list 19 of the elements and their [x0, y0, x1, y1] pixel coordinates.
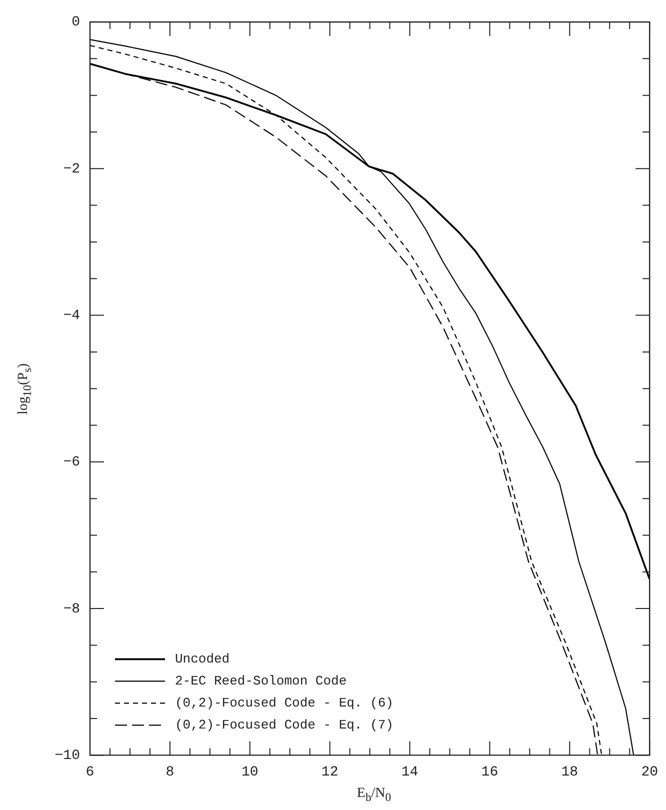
x-tick-label: 16: [481, 764, 498, 780]
x-axis-title: E$_{b}$/N$_{0}$: [356, 786, 392, 804]
y-tick-label: −8: [63, 601, 80, 618]
x-tick-label: 20: [641, 764, 658, 780]
y-tick-label: −2: [63, 161, 80, 178]
y-tick-label: −6: [63, 454, 80, 471]
legend-label: (0,2)-Focused Code - Eq. (7): [175, 718, 394, 733]
y-tick-label: −4: [63, 308, 80, 324]
legend-label: (0,2)-Focused Code - Eq. (6): [175, 696, 394, 711]
x-tick-label: 10: [241, 764, 258, 780]
x-tick-label: 14: [401, 764, 418, 780]
legend-label: Uncoded: [175, 652, 230, 667]
x-tick-label: 18: [561, 764, 578, 780]
y-tick-label: −10: [54, 748, 80, 764]
x-tick-label: 6: [86, 764, 94, 780]
x-tick-label: 12: [321, 764, 338, 780]
y-tick-label: 0: [72, 14, 80, 31]
legend-label: 2-EC Reed-Solomon Code: [175, 674, 347, 689]
x-tick-label: 8: [166, 764, 174, 780]
